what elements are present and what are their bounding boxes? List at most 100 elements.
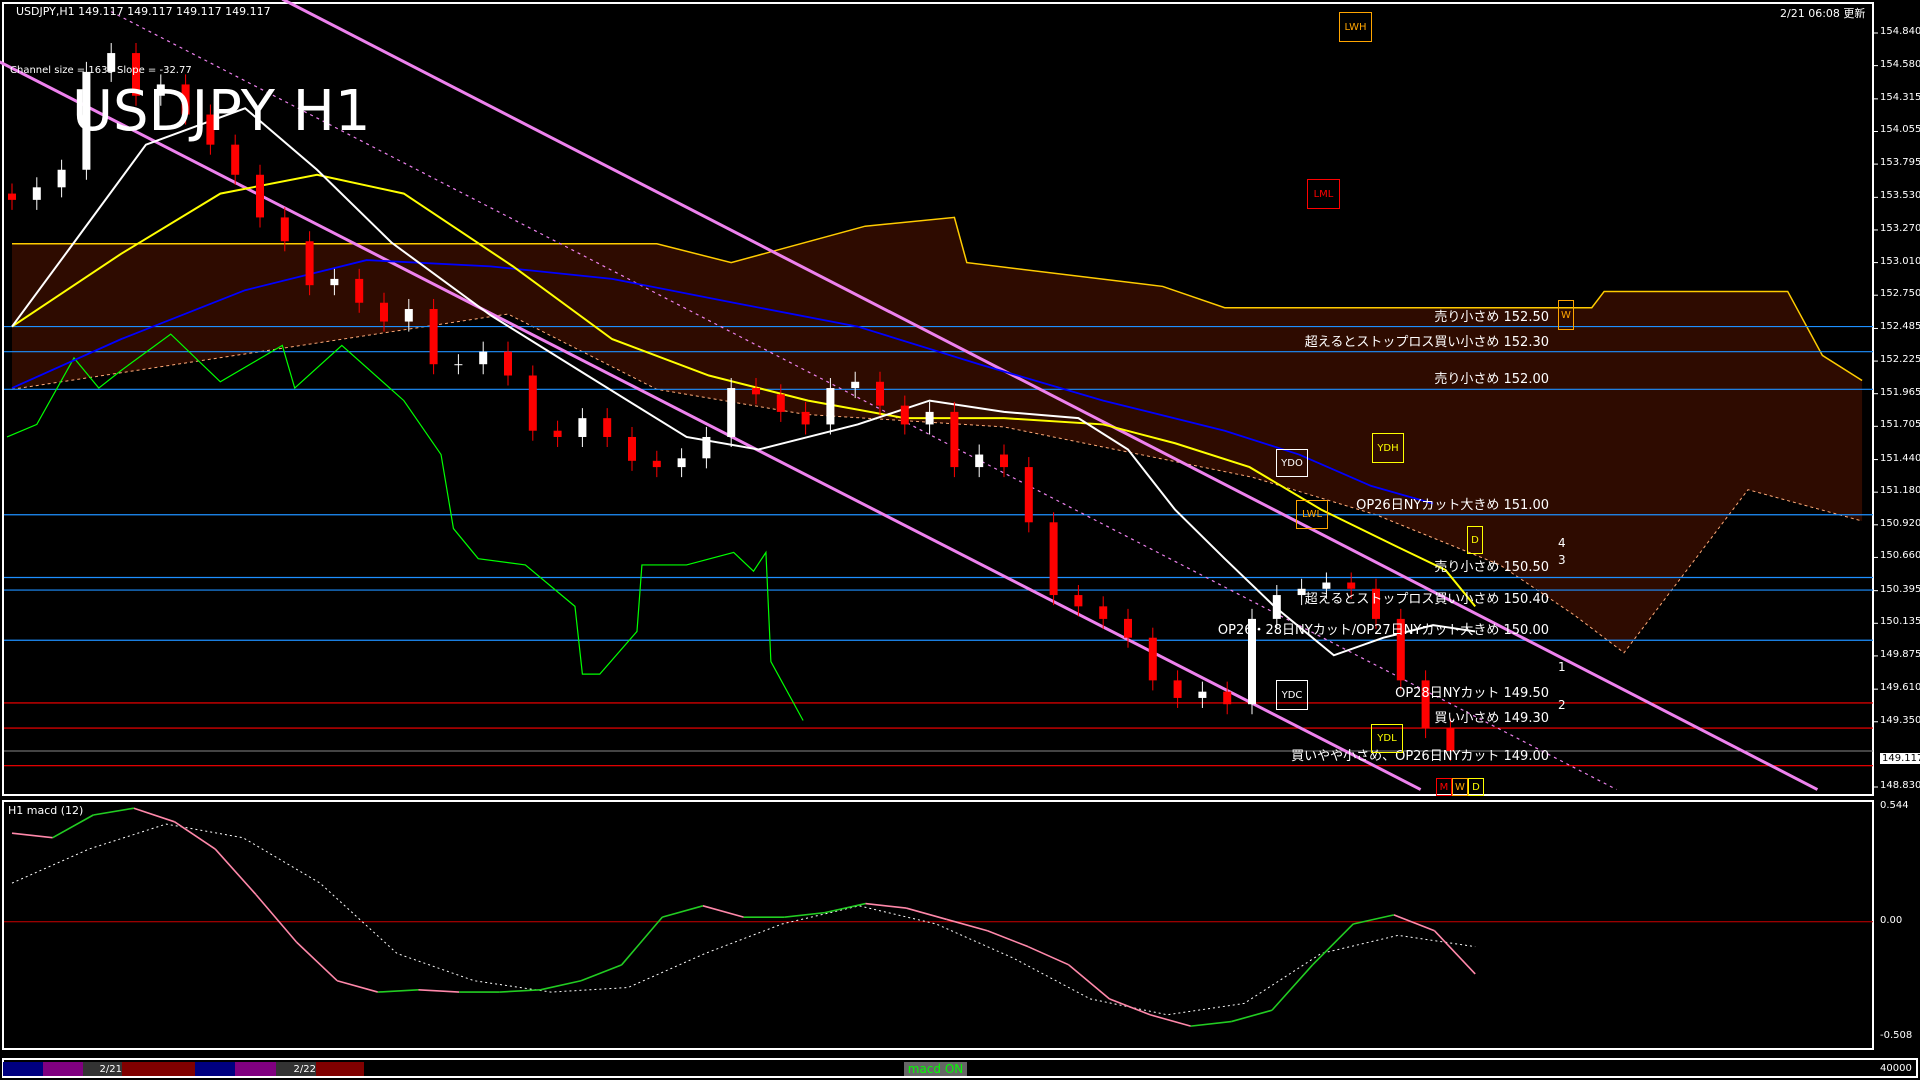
level-label: 売り小さめ 150.50 xyxy=(1434,560,1549,576)
candle-body xyxy=(305,241,314,286)
daily-marker: D xyxy=(1467,526,1483,554)
level-label: 買いやや小さめ、OP26日NYカット 149.00 xyxy=(1291,748,1549,764)
price-tick: 150.395 xyxy=(1880,583,1920,595)
candle-body xyxy=(1148,637,1157,681)
ydh-marker: YDH xyxy=(1372,433,1404,463)
macd-segment xyxy=(377,989,419,993)
candle-body xyxy=(1272,595,1281,619)
candle-body xyxy=(231,144,240,175)
macd-tick-min: -0.508 xyxy=(1880,1030,1913,1041)
price-tick: 153.010 xyxy=(1880,255,1920,267)
wave-label-4: 4 xyxy=(1558,536,1566,550)
macd-segment xyxy=(93,807,135,816)
price-tick: 150.135 xyxy=(1880,616,1920,628)
candle-body xyxy=(925,411,934,425)
volume-tick: 40000 xyxy=(1880,1063,1912,1074)
date-2-22: 2/22 xyxy=(276,1062,316,1076)
macd-segment xyxy=(52,814,94,839)
candle-body xyxy=(1421,680,1430,729)
price-tick: 150.920 xyxy=(1880,517,1920,529)
candle-body xyxy=(1024,467,1033,523)
senkou-span-b xyxy=(11,313,1863,654)
candle-body xyxy=(1173,680,1182,698)
candle-body xyxy=(355,278,364,303)
candle-body xyxy=(1396,618,1405,681)
lwl-marker: LWL xyxy=(1296,500,1328,529)
candle-body xyxy=(8,193,16,200)
session-europe-1 xyxy=(43,1062,83,1076)
macd-segment xyxy=(1271,964,1314,1011)
trend-channel-line xyxy=(281,0,1819,791)
current-price-label: 149.117 xyxy=(1880,753,1920,764)
macd-segment xyxy=(662,905,704,918)
macd-segment xyxy=(702,905,744,918)
macd-segment xyxy=(1149,1013,1191,1027)
macd-title: H1 macd (12) xyxy=(8,804,84,817)
macd-segment xyxy=(1312,923,1354,966)
candle-body xyxy=(975,454,984,468)
macd-panel[interactable] xyxy=(2,800,1874,1050)
candle-body xyxy=(479,351,488,365)
candle-body xyxy=(1347,582,1356,589)
session-asia-1 xyxy=(3,1062,43,1076)
candle-body xyxy=(1248,618,1256,705)
level-label: 売り小さめ 152.00 xyxy=(1434,372,1549,388)
macd-signal-line xyxy=(11,823,1476,1016)
candle-body xyxy=(380,302,388,322)
macd-segment xyxy=(11,832,53,839)
channel-info: Channel size = 1635 Slope = -32.77 xyxy=(10,65,192,76)
date-label: 2/22 xyxy=(293,1063,316,1075)
candle-body xyxy=(900,405,909,425)
macd-segment xyxy=(1109,998,1151,1016)
candle-body xyxy=(206,114,215,145)
macd-segment xyxy=(214,848,257,895)
candle-body xyxy=(107,53,116,72)
level-label: 買い小さめ 149.30 xyxy=(1434,711,1549,727)
candle-body xyxy=(677,458,686,468)
level-label: OP26・28日NYカット/OP27日NYカット大きめ 150.00 xyxy=(1217,623,1549,639)
candle-body xyxy=(1074,595,1083,607)
candle-body xyxy=(156,84,165,96)
macd-segment xyxy=(621,916,663,966)
macd-segment xyxy=(1393,914,1435,932)
macd-segment xyxy=(824,902,866,914)
macd-segment xyxy=(295,941,338,982)
candle-body xyxy=(1198,691,1207,698)
date-2-21: 2/21 xyxy=(83,1062,122,1076)
candle-body xyxy=(132,53,140,96)
price-tick: 154.055 xyxy=(1880,124,1920,136)
price-tick: 153.795 xyxy=(1880,157,1920,169)
price-chart-panel[interactable] xyxy=(2,2,1874,796)
price-tick: 148.830 xyxy=(1880,780,1920,791)
price-tick: 149.610 xyxy=(1880,682,1920,694)
candle-body xyxy=(504,351,512,376)
price-tick: 154.580 xyxy=(1880,58,1920,70)
update-time: 2/21 06:08 更新 xyxy=(1780,7,1866,20)
session-ny-2 xyxy=(316,1062,364,1076)
lwh-marker: LWH xyxy=(1339,12,1372,42)
candle-body xyxy=(851,381,860,389)
macd-segment xyxy=(540,979,582,991)
candle-body xyxy=(652,460,661,468)
lml-marker: LML xyxy=(1307,179,1340,209)
chart-title: USDJPY H1 xyxy=(72,79,371,144)
candle-body xyxy=(57,169,66,188)
candle-body xyxy=(1297,588,1306,596)
price-tick: 152.485 xyxy=(1880,321,1920,333)
candle-body xyxy=(950,411,959,468)
macd-toggle-button[interactable]: macd ON xyxy=(904,1062,967,1076)
level-label: 超えるとストップロス買い小さめ 150.40 xyxy=(1304,592,1549,608)
candle-body xyxy=(1000,454,1008,468)
macd-segment xyxy=(418,989,460,993)
candle-body xyxy=(578,418,587,437)
symbol-info: USDJPY,H1 149.117 149.117 149.117 149.11… xyxy=(16,5,271,18)
macd-tick-zero: 0.00 xyxy=(1880,915,1903,926)
monthly-marker-bottom: M xyxy=(1436,778,1452,796)
macd-segment xyxy=(1353,914,1395,925)
weekly-marker: W xyxy=(1558,300,1574,330)
candle-body xyxy=(32,187,41,200)
macd-segment xyxy=(174,821,216,850)
candle-body xyxy=(876,381,884,406)
candle-body xyxy=(1049,522,1058,596)
